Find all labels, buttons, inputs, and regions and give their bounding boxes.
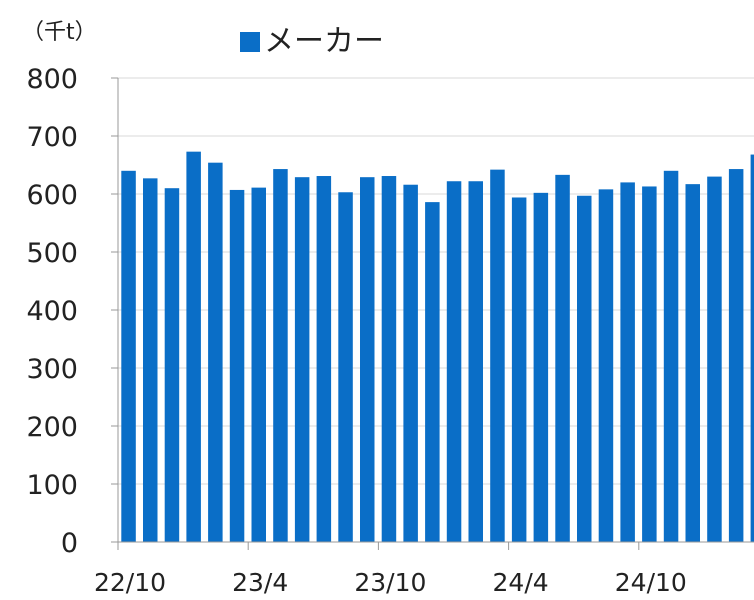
x-tick-label: 23/10 [354, 568, 426, 597]
x-tick-label: 23/4 [232, 568, 288, 597]
bar [533, 192, 549, 542]
legend-label: メーカー [264, 24, 384, 59]
legend-swatch [240, 32, 260, 52]
bar [338, 192, 353, 542]
y-tick-label: 400 [26, 296, 78, 327]
y-tick-label: 800 [26, 64, 78, 95]
y-tick-label: 300 [26, 354, 78, 385]
y-tick-label: 0 [61, 528, 78, 559]
bar [208, 162, 223, 542]
bar [685, 184, 700, 542]
bar [186, 151, 201, 542]
bar [707, 176, 722, 542]
x-tick-label: 24/10 [615, 568, 687, 597]
bar [381, 176, 397, 542]
y-tick-labels: 0 100 200 300 400 500 600 700 800 [26, 64, 78, 559]
bar [728, 169, 744, 542]
bar [490, 169, 505, 542]
bar [229, 189, 245, 542]
legend: メーカー [240, 24, 384, 60]
bar [555, 174, 570, 543]
bar [316, 176, 332, 542]
bar [143, 178, 158, 542]
axes [111, 77, 754, 550]
bar [425, 202, 440, 542]
bar [750, 154, 754, 542]
x-tick-label: 22/10 [94, 568, 166, 597]
bar [164, 188, 180, 542]
y-tick-label: 600 [26, 180, 78, 211]
y-tick-label: 700 [26, 122, 78, 153]
bar [663, 170, 679, 543]
y-tick-label: 200 [26, 412, 78, 443]
bar [251, 187, 266, 542]
bar [446, 181, 462, 543]
bar [294, 177, 310, 542]
x-tick-label: 24/4 [493, 568, 549, 597]
bar [403, 184, 418, 542]
y-axis-unit-label: （千t） [22, 20, 97, 45]
bar [577, 195, 592, 543]
bar [360, 177, 375, 542]
bar [620, 182, 635, 542]
y-tick-label: 100 [26, 470, 78, 501]
x-tick-labels: 22/10 23/4 23/10 24/4 24/10 [94, 568, 687, 597]
bar [273, 169, 288, 542]
bar [598, 189, 614, 543]
bar [121, 170, 136, 543]
bar [468, 181, 483, 543]
bar [511, 197, 527, 543]
bar [642, 186, 657, 542]
y-tick-label: 500 [26, 238, 78, 269]
bars [121, 151, 754, 543]
